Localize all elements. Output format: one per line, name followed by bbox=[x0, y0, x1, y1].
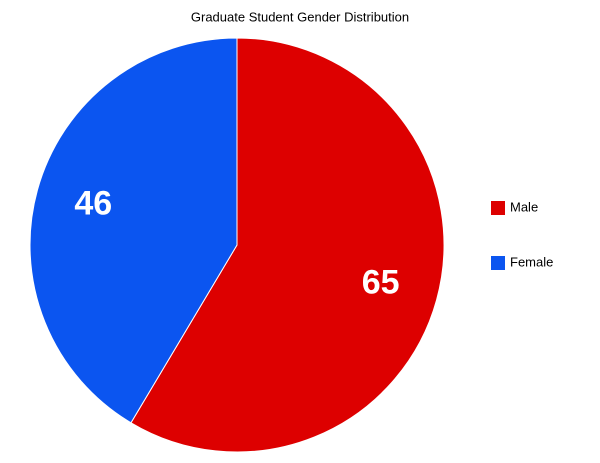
legend-swatch bbox=[491, 201, 505, 215]
pie-slice bbox=[29, 37, 238, 424]
legend-swatch bbox=[491, 256, 505, 270]
data-label: 65 bbox=[362, 264, 400, 302]
pie-slice bbox=[130, 37, 445, 453]
legend-label: Female bbox=[510, 254, 553, 269]
legend-label: Male bbox=[510, 199, 538, 214]
chart-title: Graduate Student Gender Distribution bbox=[191, 9, 409, 24]
data-label: 46 bbox=[74, 184, 112, 222]
